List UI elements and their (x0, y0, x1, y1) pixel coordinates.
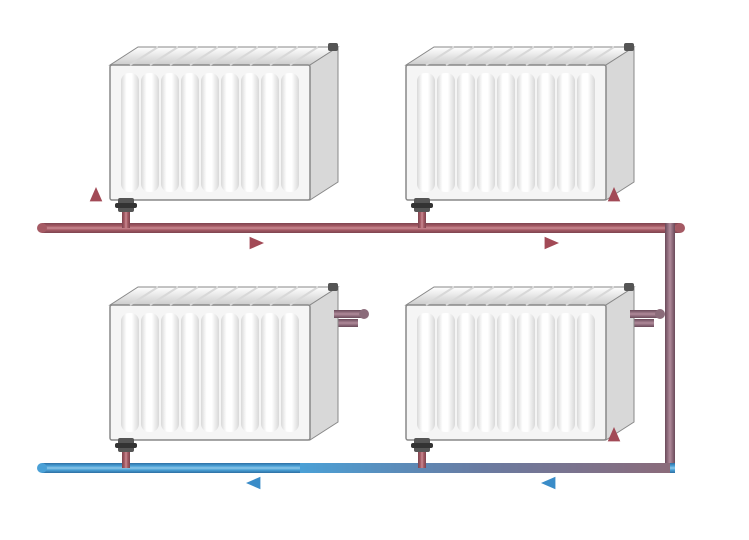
radiator-top-right (406, 43, 634, 212)
heating-diagram (0, 0, 749, 540)
supply-main-top (42, 223, 680, 233)
right-drop-pipe (665, 223, 675, 473)
flow-arrow-a-right-1 (250, 237, 264, 250)
radiator-bot-right (406, 283, 634, 452)
flow-arrow-a-left-2 (541, 477, 555, 490)
radiator-top-left (110, 43, 338, 212)
flow-arrow-a-left-1 (246, 477, 260, 490)
flow-arrow-a-up-1 (90, 187, 103, 201)
radiator-bot-left (110, 283, 338, 452)
flow-arrow-a-right-2 (545, 237, 559, 250)
return-main-gradient (300, 463, 670, 473)
